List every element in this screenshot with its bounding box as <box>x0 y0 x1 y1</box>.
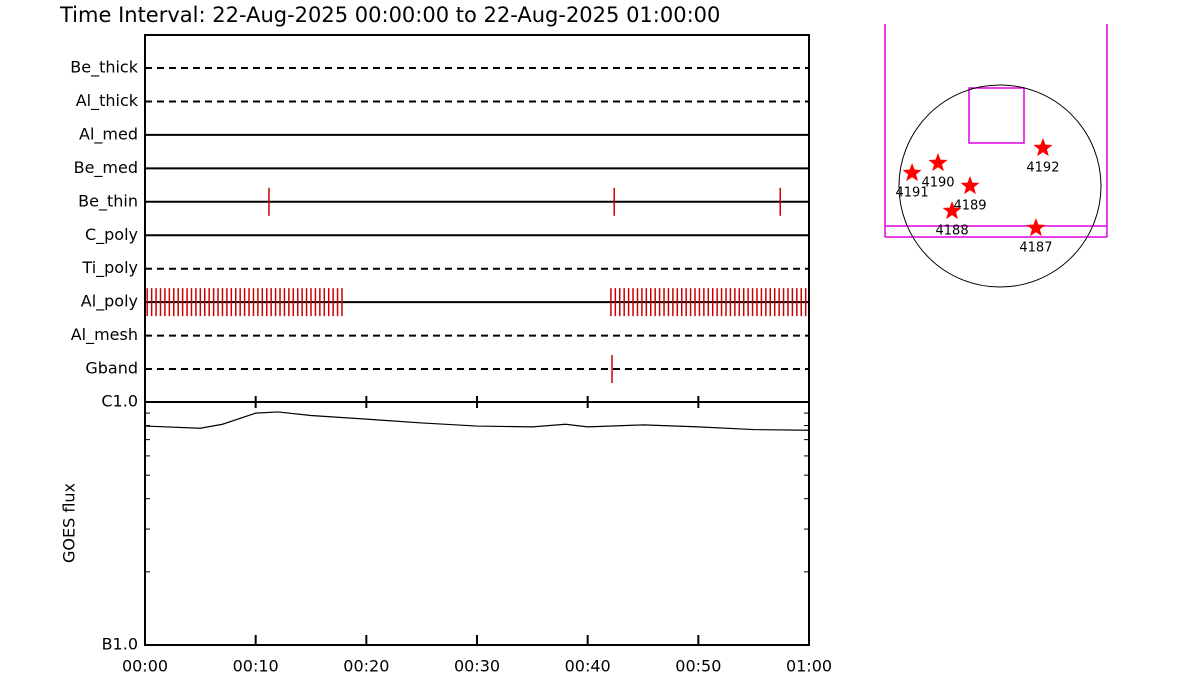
filter-label: Al_mesh <box>71 325 138 345</box>
x-tick-label: 00:40 <box>565 657 611 676</box>
x-tick-label: 00:00 <box>122 657 168 676</box>
region-label: 4191 <box>896 186 929 201</box>
filter-label: Ti_poly <box>81 258 138 278</box>
filter-label: Al_poly <box>81 292 138 312</box>
active-region <box>902 163 922 182</box>
filter-label: C_poly <box>85 225 138 245</box>
timeline-frame <box>144 34 810 403</box>
active-region <box>960 176 980 195</box>
y-axis-label: GOES flux <box>60 483 79 563</box>
region-label: 4192 <box>1026 161 1059 176</box>
fov-box <box>968 87 1025 144</box>
y-tick-label: B1.0 <box>102 635 138 654</box>
active-region <box>1026 217 1046 237</box>
region-label: 4190 <box>921 176 954 191</box>
y-tick-label: C1.0 <box>101 392 138 411</box>
goes-line <box>144 411 810 431</box>
x-tick-label: 01:00 <box>786 657 832 676</box>
active-region <box>1033 138 1053 157</box>
filter-label: Gband <box>85 359 138 378</box>
solar-disk <box>898 84 1102 288</box>
filter-label: Be_med <box>74 158 138 178</box>
active-region <box>942 200 962 220</box>
filter-label: Be_thick <box>70 58 138 78</box>
x-tick-label: 00:30 <box>454 657 500 676</box>
x-tick-label: 00:20 <box>343 657 389 676</box>
map-overlay <box>884 24 1108 238</box>
filter-label: Al_thick <box>76 91 139 111</box>
region-label: 4189 <box>953 199 986 214</box>
x-tick-label: 00:10 <box>233 657 279 676</box>
region-label: 4187 <box>1019 240 1052 255</box>
region-label: 4188 <box>936 223 969 238</box>
chart-title: Time Interval: 22-Aug-2025 00:00:00 to 2… <box>59 3 720 27</box>
x-tick-label: 00:50 <box>675 657 721 676</box>
active-region <box>928 153 948 172</box>
filter-label: Be_thin <box>78 191 138 211</box>
goes-frame <box>144 401 810 646</box>
filter-label: Al_med <box>79 124 138 144</box>
